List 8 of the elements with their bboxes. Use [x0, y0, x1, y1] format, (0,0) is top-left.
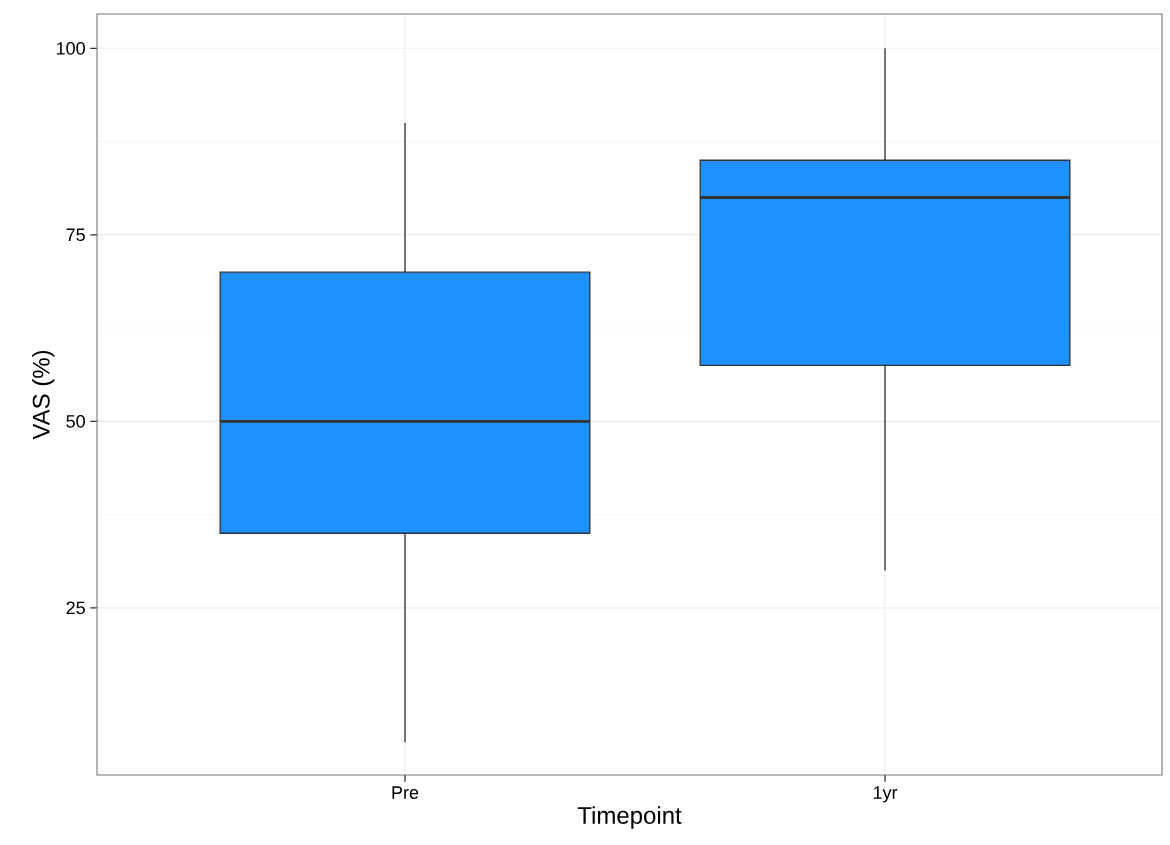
x-axis-title: Timepoint — [577, 806, 682, 829]
y-tick-label: 50 — [66, 414, 85, 428]
x-tick-label: Pre — [392, 786, 419, 799]
y-axis-title: VAS (%) — [32, 350, 55, 440]
y-tick-label: 25 — [66, 601, 85, 615]
y-tick-label: 100 — [56, 41, 85, 55]
y-tick-label: 75 — [66, 228, 85, 242]
x-tick-label: 1yr — [873, 786, 898, 803]
